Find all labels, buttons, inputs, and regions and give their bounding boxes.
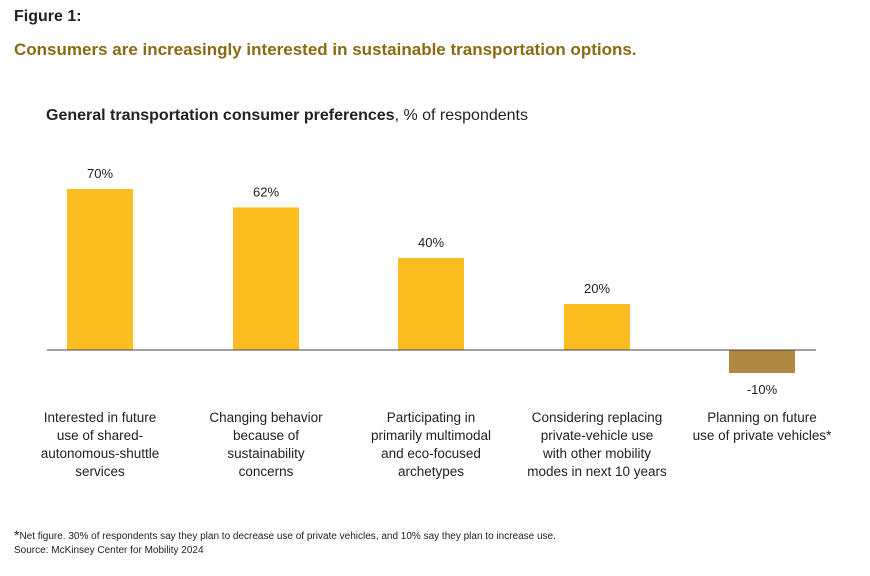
bar-1 (67, 189, 133, 350)
category-label-line: Changing behavior (209, 410, 323, 425)
category-label-line: Considering replacing (531, 410, 663, 425)
category-label-line: with other mobility (542, 446, 652, 461)
chart-title: General transportation consumer preferen… (46, 107, 528, 125)
category-label-4: Considering replacing private-vehicle use… (517, 409, 677, 481)
category-label-line: use of shared- (56, 428, 144, 443)
bar-value-label-5: -10% (747, 382, 778, 397)
category-label-line: services (75, 464, 125, 479)
category-label-line: sustainability (227, 446, 305, 461)
bar-2 (233, 207, 299, 350)
category-label-line: Planning on future (707, 410, 817, 425)
category-label-line: modes in next 10 years (527, 464, 667, 479)
category-label-line: concerns (238, 464, 294, 479)
category-label-line: Participating in (386, 410, 476, 425)
bar-value-label-2: 62% (253, 184, 279, 199)
chart-title-unit: , % of respondents (394, 107, 528, 124)
figure-label: Figure 1: (14, 8, 82, 25)
category-label-line: autonomous-shuttle (40, 446, 160, 461)
category-label-2: Changing behavior because of sustainabilit… (186, 409, 346, 481)
headline: Consumers are increasingly interested in… (14, 40, 637, 59)
category-label-line: primarily multimodal (370, 428, 492, 443)
bar-3 (398, 258, 464, 350)
bar-4 (564, 304, 630, 350)
category-label-line: because of (232, 428, 300, 443)
category-label-line: Interested in future (43, 410, 157, 425)
bar-value-label-3: 40% (418, 235, 444, 250)
category-label-line: and eco-focused (381, 446, 481, 461)
category-label-3: Participating in primarily multimodal and … (351, 409, 511, 481)
source: Source: McKinsey Center for Mobility 202… (14, 545, 204, 556)
footnote-star: * (14, 527, 20, 543)
category-label-line: private-vehicle use (540, 428, 654, 443)
bar-value-label-1: 70% (87, 166, 113, 181)
chart-title-main: General transportation consumer preferen… (46, 107, 395, 124)
footnote: *Net figure. 30% of respondents say they… (14, 527, 556, 543)
category-label-line: use of private vehicles* (692, 428, 832, 443)
category-label-line: archetypes (397, 464, 465, 479)
footnote-text: Net figure. 30% of respondents say they … (19, 531, 556, 542)
category-label-1: Interested in future use of shared-autono… (20, 409, 180, 481)
bar-value-label-4: 20% (584, 281, 610, 296)
bar-5 (729, 350, 795, 373)
category-label-5: Planning on future use of private vehicle… (682, 409, 842, 445)
